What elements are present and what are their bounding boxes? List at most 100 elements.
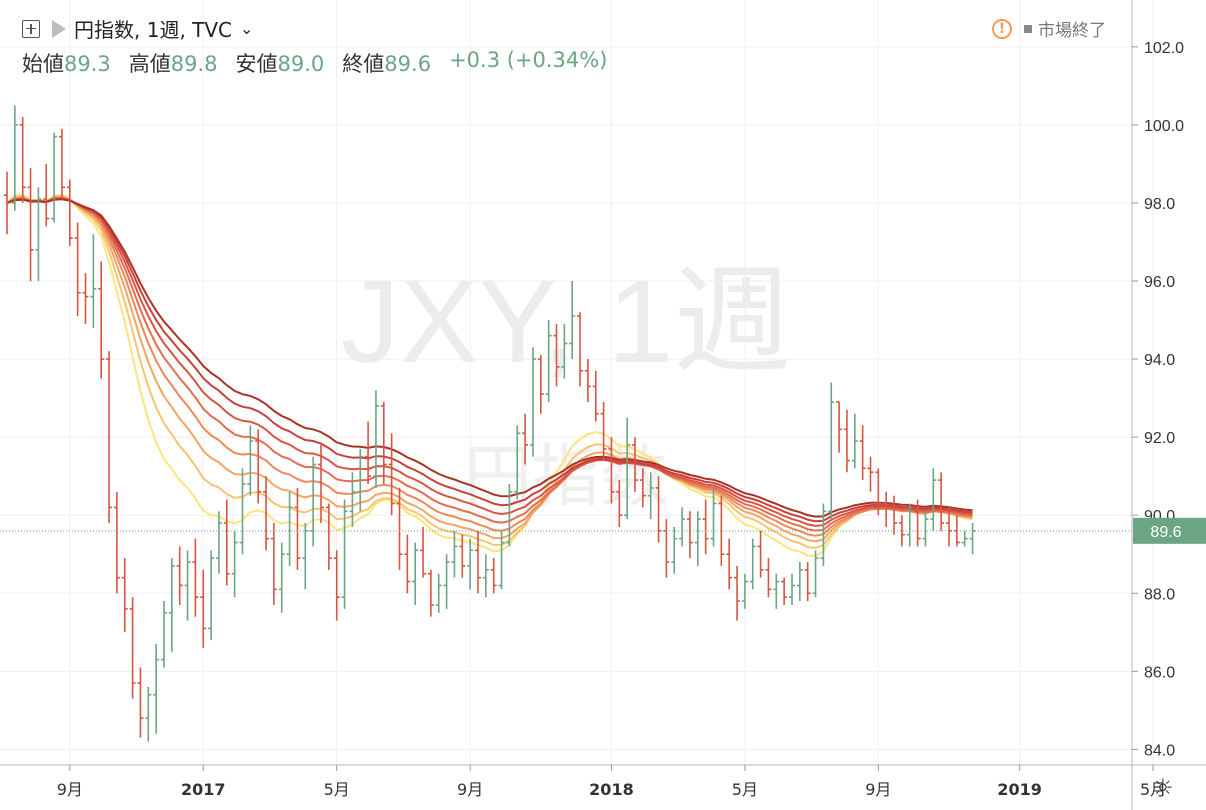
ohlc-bar [239, 468, 246, 555]
ohlc-bar [718, 495, 725, 566]
ohlc-bar [482, 554, 489, 598]
ohlc-bar [286, 491, 293, 566]
ohlc-bar [4, 171, 10, 235]
ma-line-50 [6, 197, 973, 523]
time-tick-label: 2019 [997, 780, 1042, 799]
ohlc-bar [961, 530, 968, 547]
ohlc-bar [215, 511, 222, 574]
high-value: 高値89.8 [128, 52, 218, 76]
ohlc-bar [820, 503, 827, 566]
chevron-down-icon[interactable]: ⌄ [240, 19, 254, 38]
ohlc-bar [765, 558, 772, 598]
ohlc-bar [247, 425, 254, 496]
ohlc-bar [467, 538, 474, 590]
price-tick-label: 88.0 [1144, 586, 1175, 603]
ohlc-bar [577, 312, 584, 387]
symbol-row: 円指数, 1週, TVC ⌄ [22, 14, 253, 43]
price-axis[interactable]: 84.086.088.090.092.094.096.098.0100.0102… [1132, 40, 1184, 760]
ohlc-bar [51, 132, 58, 223]
ohlc-bar [310, 456, 317, 547]
price-tick-label: 92.0 [1144, 430, 1175, 447]
symbol-title[interactable]: 円指数, 1週, TVC [74, 18, 233, 42]
ohlc-bar [404, 534, 411, 594]
last-price-tag: 89.6 [1133, 517, 1206, 544]
ohlc-bar [137, 667, 144, 738]
ohlc-bar [11, 105, 18, 211]
ohlc-bar [168, 558, 175, 652]
low-value: 安値89.0 [235, 52, 325, 76]
ohlc-bar [726, 538, 733, 590]
flag-icon[interactable] [52, 19, 66, 38]
time-tick-label: 5月 [1140, 780, 1166, 799]
ohlc-bar [192, 538, 199, 617]
ohlc-bar [969, 523, 976, 555]
ohlc-bar [796, 562, 803, 602]
plus-square-icon[interactable] [22, 19, 40, 38]
change-value: +0.3 (+0.34%) [449, 48, 608, 72]
ohlc-bar [318, 444, 324, 524]
ohlc-bar [412, 542, 419, 605]
time-tick-label: 2018 [589, 780, 634, 799]
ohlc-bar [694, 511, 701, 566]
ohlc-bars [4, 105, 976, 742]
ohlc-bar [671, 526, 678, 574]
ohlc-bar [35, 187, 42, 282]
ohlc-bar [812, 550, 819, 598]
ohlc-bar [608, 437, 615, 504]
ohlc-bar [357, 448, 364, 512]
market-status[interactable]: ! 市場終了 [992, 16, 1106, 41]
ohlc-bar [74, 222, 81, 317]
ohlc-bar [600, 402, 607, 461]
ohlc-bar [757, 530, 764, 578]
ohlc-bar [263, 476, 270, 551]
ohlc-bar [522, 413, 529, 465]
ohlc-bar [741, 573, 748, 609]
gear-icon[interactable]: ☼ [1152, 774, 1174, 802]
ohlc-bar [922, 511, 929, 547]
ohlc-bar [443, 554, 450, 609]
ohlc-bar [19, 117, 26, 203]
ohlc-bar [380, 402, 387, 484]
ohlc-bar [749, 538, 756, 590]
ohlc-bar [624, 417, 631, 520]
ohlc-bar [781, 577, 788, 605]
ohlc-bar [388, 433, 395, 516]
ohlc-bar [898, 515, 905, 547]
ohlc-bar [490, 558, 497, 594]
ohlc-bar [514, 425, 521, 500]
ohlc-bar [851, 413, 858, 469]
ohlc-bar [176, 546, 183, 605]
ohlc-bar [43, 163, 50, 227]
open-value: 始値89.3 [22, 52, 111, 76]
time-tick-label: 2017 [181, 780, 226, 799]
ohlc-bar [58, 128, 65, 200]
time-tick-label: 9月 [57, 780, 83, 799]
ohlc-bar [592, 370, 599, 422]
price-tick-label: 96.0 [1144, 274, 1175, 291]
ohlc-bar [710, 487, 717, 547]
ohlc-bar [427, 569, 434, 617]
price-tick-label: 84.0 [1144, 742, 1175, 759]
ohlc-bar [616, 480, 623, 527]
time-axis[interactable]: 9月 2017 5月 9月 2018 5月 9月 2019 5月 [57, 765, 1166, 799]
ohlc-bar [836, 401, 843, 453]
ohlc-bar [294, 487, 301, 570]
ma-ribbon [6, 193, 973, 557]
warning-icon[interactable]: ! [992, 18, 1012, 39]
ma-line-35 [6, 196, 973, 537]
ma-line-20 [6, 193, 973, 557]
ohlc-bar [129, 597, 136, 699]
ohlc-row: 始値89.3 高値89.8 安値89.0 終値89.6 +0.3 (+0.34%… [22, 48, 607, 78]
ohlc-bar [66, 179, 73, 246]
time-tick-label: 9月 [865, 780, 891, 799]
ohlc-bar [184, 550, 191, 621]
ma-line-40 [6, 197, 973, 532]
ohlc-bar [734, 565, 741, 621]
ohlc-bar [451, 530, 458, 578]
ohlc-bar [632, 437, 638, 492]
ohlc-bar [98, 261, 105, 379]
ohlc-bar [223, 499, 230, 586]
ohlc-bar [231, 530, 238, 598]
ohlc-bar [938, 472, 945, 531]
